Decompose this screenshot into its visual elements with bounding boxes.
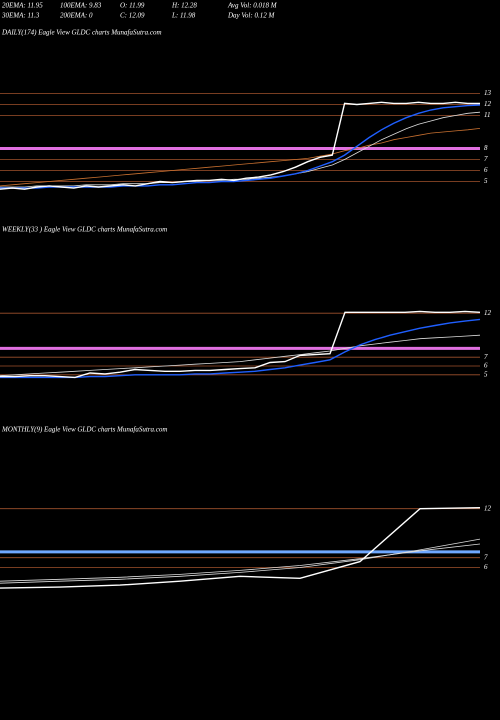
header-stat: C: 12.09 [120, 12, 145, 20]
price-line [0, 507, 481, 589]
header-stat: 30EMA: 11.3 [1, 12, 40, 20]
price-line [0, 538, 481, 584]
y-tick-label: 12 [484, 309, 492, 317]
y-tick-label: 7 [484, 553, 488, 561]
y-tick-label: 6 [484, 362, 488, 370]
header-stat: 200EMA: 0 [60, 12, 93, 20]
y-tick-label: 6 [484, 563, 488, 571]
header-stat: O: 11.99 [120, 2, 145, 10]
header-stat: H: 12.28 [171, 2, 197, 10]
y-tick-label: 7 [484, 155, 488, 163]
y-tick-label: 6 [484, 166, 488, 174]
y-tick-label: 12 [484, 504, 492, 512]
y-tick-label: 5 [484, 177, 488, 185]
price-line [0, 318, 481, 379]
price-line [0, 104, 481, 189]
price-line [0, 128, 481, 187]
y-tick-label: 5 [484, 370, 488, 378]
y-tick-label: 7 [484, 353, 488, 361]
panel-title: WEEKLY(33 ) Eagle View GLDC charts Munaf… [2, 226, 167, 234]
header-stat: L: 11.98 [171, 12, 196, 20]
panel-title: MONTHLY(9) Eagle View GLDC charts Munafa… [1, 426, 167, 434]
header-stat: 20EMA: 11.95 [2, 2, 43, 10]
panel-title: DAILY(174) Eagle View GLDC charts Munafa… [1, 29, 162, 37]
price-line [0, 310, 481, 379]
y-tick-label: 11 [484, 111, 490, 119]
price-line [0, 101, 481, 190]
y-tick-label: 12 [484, 100, 492, 108]
y-tick-label: 8 [484, 144, 488, 152]
price-line [0, 334, 481, 377]
header-stat: Day Vol: 0.12 M [227, 12, 275, 20]
y-tick-label: 13 [484, 89, 492, 97]
header-stat: Avg Vol: 0.018 M [227, 2, 278, 10]
header-stat: 100EMA: 9.83 [60, 2, 102, 10]
